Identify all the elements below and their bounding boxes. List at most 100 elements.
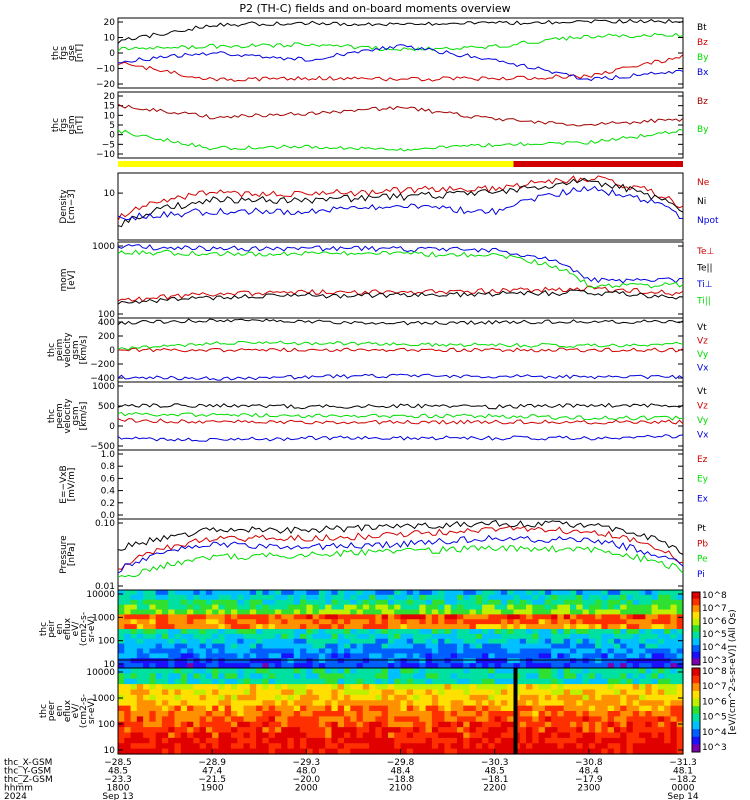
- y-tick-label: −500: [90, 442, 115, 452]
- y-tick-label: 0.8: [101, 462, 116, 472]
- y-tick-label: 0.2: [101, 499, 115, 509]
- y-tick-label: 20: [104, 18, 116, 28]
- y-tick-label: 400: [98, 318, 115, 328]
- series-Bt: [117, 18, 684, 44]
- legend-Vz: Vz: [697, 337, 708, 347]
- y-tick-label: 10: [104, 111, 116, 121]
- panel-peir: 10000 1000 100 10 thcpeirenefluxeV/(cm2-s-sr…: [39, 589, 684, 670]
- legend-Ti⊥: Ti⊥: [696, 280, 713, 290]
- legend-Vt: Vt: [697, 387, 707, 397]
- y-tick-label: −20: [96, 80, 115, 90]
- y-tick-label: 0.0: [101, 511, 116, 521]
- footer-value: 2000: [295, 784, 318, 794]
- colorbar-swatch: [692, 713, 700, 722]
- y-tick-label: 0: [109, 346, 115, 356]
- footer-value: −23.3: [104, 775, 132, 785]
- legend-Npot: Npot: [697, 216, 719, 226]
- footer-value: −28.5: [104, 758, 132, 768]
- colorbar-frame: [691, 591, 701, 666]
- footer-value: 47.4: [202, 767, 222, 777]
- y-tick-label: 1000: [92, 382, 115, 392]
- y-tick-label: 0.10: [95, 519, 115, 529]
- legend-Pi: Pi: [697, 570, 705, 580]
- region-bar-red: [513, 161, 683, 167]
- series-Te||: [117, 289, 684, 305]
- series-Pt: [117, 519, 684, 555]
- colorbar-tick: 10^4: [702, 643, 727, 653]
- footer-value: 2100: [389, 784, 412, 794]
- legend-Ey: Ey: [697, 475, 709, 485]
- legend-Vx: Vx: [697, 431, 709, 441]
- panel-density: 10 Density[cm−3] Ne Ni Npot: [59, 172, 719, 241]
- y-axis-label: thcpeirenefluxeV/(cm2-s-sr-eV): [39, 612, 97, 646]
- series-group: [117, 519, 684, 578]
- y-tick-label: 0.4: [101, 487, 116, 497]
- y-axis-label: thcpeemvelocitygsm[km/s]: [47, 398, 89, 434]
- y-tick-label: 10: [104, 660, 116, 670]
- y-tick-label: 0: [109, 131, 115, 141]
- footer-value: 2200: [483, 784, 506, 794]
- colorbar-swatch: [692, 598, 700, 606]
- legend-Bx: Bx: [697, 68, 709, 78]
- series-Vx: [117, 373, 684, 381]
- colorbar-swatch: [692, 651, 700, 659]
- legend-Ez: Ez: [697, 455, 708, 465]
- colorbar-swatch: [692, 683, 700, 692]
- panel-frame: [117, 241, 684, 319]
- colorbar-swatch: [692, 625, 700, 633]
- footer-row-label: thc_Y-GSM: [4, 767, 51, 777]
- footer-value: 1800: [107, 784, 130, 794]
- series-Vz: [117, 418, 684, 425]
- series-group: [117, 243, 684, 305]
- colorbar-swatch: [692, 631, 700, 639]
- region-bar-yellow: [118, 161, 514, 167]
- colorbar-tick: 10^8: [702, 667, 727, 677]
- panel-frame: [117, 381, 684, 451]
- y-tick-label: 0: [109, 49, 115, 59]
- colorbar-tick: 10^7: [702, 604, 727, 614]
- legend-Pb: Pb: [697, 539, 708, 549]
- footer-value: −31.3: [669, 758, 697, 768]
- series-Vx: [117, 434, 684, 442]
- series-Ne: [117, 175, 684, 221]
- y-tick-label: 10: [104, 189, 116, 199]
- y-tick-label: 10000: [86, 668, 115, 678]
- footer-value: −18.8: [387, 775, 415, 785]
- legend-Ex: Ex: [697, 494, 709, 504]
- legend-Bt: Bt: [697, 23, 707, 33]
- legend-Te||: Te||: [696, 264, 713, 274]
- legend-By: By: [697, 125, 709, 135]
- series-Ti⊥: [117, 243, 683, 284]
- y-tick-label: 0.01: [95, 582, 115, 592]
- colorbar-tick: 10^8: [702, 591, 727, 601]
- y-tick-label: 10000: [86, 590, 115, 600]
- y-axis-label: Density[cm−3]: [59, 189, 77, 224]
- footer-row-label: hhmm: [4, 784, 33, 794]
- y-tick-label: 500: [98, 402, 115, 412]
- footer-value: 48.5: [485, 767, 505, 777]
- y-tick-label: 10: [104, 34, 116, 44]
- y-tick-label: −400: [90, 374, 115, 384]
- colorbar-swatch: [692, 675, 700, 684]
- y-tick-label: 0.6: [101, 474, 116, 484]
- colorbar-swatch: [692, 668, 700, 677]
- colorbar-swatch: [692, 592, 700, 600]
- colorbar-tick: 10^5: [702, 713, 727, 723]
- y-tick-label: −200: [90, 360, 115, 370]
- footer-value: −30.3: [481, 758, 509, 768]
- y-tick-label: 1000: [92, 694, 115, 704]
- y-tick-label: 15: [104, 102, 115, 112]
- legend-Pe: Pe: [697, 555, 708, 565]
- series-Bz: [117, 103, 684, 127]
- footer-value: 48.5: [108, 767, 128, 777]
- y-axis-label: Pressure[nPa]: [59, 535, 77, 574]
- panel-frame: [117, 518, 684, 591]
- footer-value: −18.1: [481, 775, 509, 785]
- figure-title: P2 (TH-C) fields and on-board moments ov…: [239, 2, 510, 15]
- footer-value: 2300: [577, 784, 600, 794]
- series-Npot: [117, 185, 684, 221]
- series-Ti||: [117, 249, 684, 289]
- series-Ni: [117, 177, 684, 228]
- footer-row-label: thc_X-GSM: [4, 758, 52, 768]
